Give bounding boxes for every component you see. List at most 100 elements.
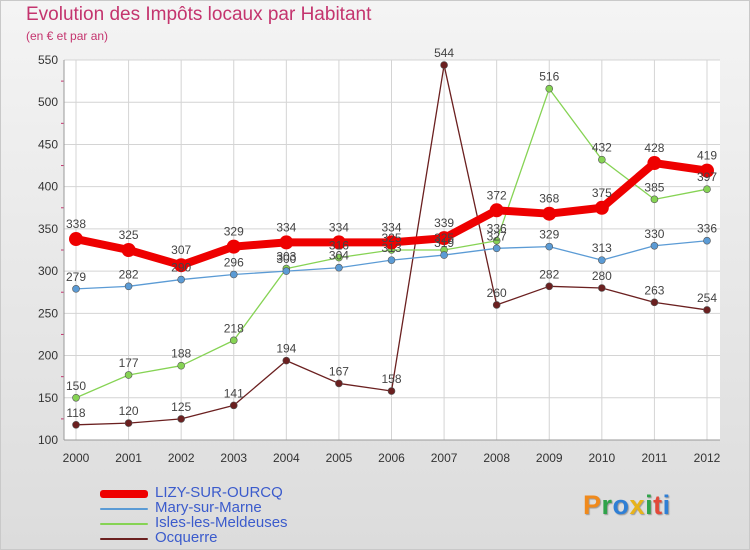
x-tick-label: 2003: [220, 451, 247, 465]
data-label: 279: [66, 270, 86, 284]
chart-subtitle: (en € et par an): [26, 29, 109, 43]
data-label: 263: [644, 283, 664, 297]
data-label: 296: [224, 255, 244, 269]
logo-letter: i: [645, 490, 654, 520]
data-label: 319: [434, 236, 454, 250]
data-point: [335, 253, 343, 262]
data-point: [387, 387, 396, 395]
data-label: 329: [539, 228, 559, 242]
data-label: 316: [329, 239, 349, 253]
data-point: [489, 203, 504, 218]
y-tick-label: 100: [38, 433, 58, 447]
data-point: [650, 195, 659, 204]
data-label: 325: [381, 231, 401, 245]
data-point: [335, 263, 343, 272]
proxiti-logo: Proxiti: [583, 490, 671, 521]
x-tick-label: 2004: [273, 451, 300, 465]
data-label: 385: [644, 180, 664, 194]
data-point: [177, 415, 185, 423]
y-tick-label: 300: [38, 264, 58, 278]
logo-letter: i: [662, 490, 671, 520]
data-label: 303: [276, 250, 296, 264]
data-label: 432: [592, 141, 612, 155]
x-tick-label: 2005: [326, 451, 353, 465]
logo-letter: P: [583, 490, 602, 520]
data-label: 516: [539, 70, 559, 84]
data-point: [72, 393, 80, 402]
data-point: [335, 379, 343, 388]
data-label: 188: [171, 347, 191, 361]
data-point: [700, 163, 714, 178]
data-point: [440, 61, 448, 69]
data-label: 177: [119, 356, 139, 370]
x-tick-label: 2000: [63, 451, 90, 465]
x-tick-label: 2011: [642, 451, 668, 465]
series-group: [69, 61, 714, 429]
data-label: 325: [119, 228, 139, 242]
data-point: [229, 401, 238, 410]
data-point: [437, 231, 452, 246]
data-point: [174, 258, 189, 273]
data-label: 428: [644, 141, 664, 155]
legend-swatch-lizy: [100, 489, 148, 498]
data-label: 313: [381, 241, 401, 255]
data-point: [282, 356, 291, 365]
data-point: [177, 361, 185, 370]
data-label: 334: [276, 220, 296, 234]
data-point: [124, 419, 133, 427]
data-label: 325: [434, 231, 454, 245]
legend-label-isles: Isles-les-Meldeuses: [155, 514, 288, 531]
data-label: 336: [487, 222, 507, 236]
data-point: [542, 206, 557, 221]
data-point: [121, 243, 136, 257]
y-tick-label: 450: [38, 137, 58, 151]
x-tick-label: 2001: [115, 451, 142, 465]
data-label: 338: [66, 217, 86, 231]
data-point: [545, 84, 554, 93]
data-point: [545, 242, 554, 251]
data-point: [703, 185, 711, 193]
x-tick-label: 2007: [431, 451, 458, 465]
data-label: 167: [329, 364, 349, 378]
data-label: 368: [539, 192, 559, 206]
x-tick-label: 2002: [168, 451, 195, 465]
data-label: 329: [224, 225, 244, 239]
logo-letter: x: [629, 490, 646, 520]
data-point: [124, 282, 133, 291]
data-label: 141: [224, 386, 244, 400]
data-point: [598, 256, 606, 264]
data-point: [226, 239, 241, 254]
data-point: [229, 336, 238, 345]
y-tick-label: 400: [38, 180, 58, 194]
y-tick-label: 200: [38, 349, 58, 363]
data-point: [72, 420, 80, 429]
data-label: 290: [171, 261, 191, 275]
data-point: [279, 235, 294, 250]
data-point: [387, 256, 396, 264]
data-label: 330: [644, 227, 664, 241]
data-label: 327: [487, 229, 507, 243]
data-label: 260: [487, 286, 507, 300]
data-point: [492, 301, 501, 309]
data-point: [647, 156, 662, 171]
logo-letter: o: [612, 490, 630, 520]
data-label: 254: [697, 291, 717, 305]
data-point: [703, 236, 711, 245]
x-tick-label: 2006: [378, 451, 405, 465]
data-label: 300: [276, 252, 296, 266]
data-label: 125: [171, 400, 191, 414]
data-point: [703, 306, 711, 314]
logo-letter: t: [653, 490, 663, 520]
y-tick-label: 550: [38, 53, 58, 67]
y-tick-label: 250: [38, 306, 58, 320]
x-tick-label: 2009: [536, 451, 563, 465]
data-label: 282: [119, 267, 139, 281]
data-label: 150: [66, 379, 86, 393]
legend-swatch-isles: [100, 522, 148, 525]
data-label: 313: [592, 241, 612, 255]
data-point: [282, 267, 291, 275]
data-point: [594, 200, 609, 215]
data-point: [650, 241, 659, 250]
data-point: [440, 251, 448, 259]
